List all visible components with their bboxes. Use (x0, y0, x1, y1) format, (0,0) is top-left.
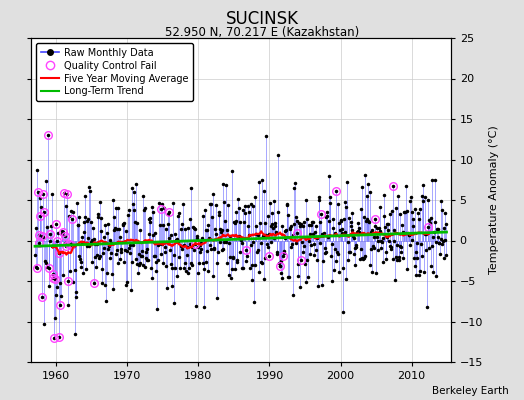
Y-axis label: Temperature Anomaly (°C): Temperature Anomaly (°C) (488, 126, 499, 274)
Text: SUCINSK: SUCINSK (225, 10, 299, 28)
Text: 52.950 N, 70.217 E (Kazakhstan): 52.950 N, 70.217 E (Kazakhstan) (165, 26, 359, 39)
Legend: Raw Monthly Data, Quality Control Fail, Five Year Moving Average, Long-Term Tren: Raw Monthly Data, Quality Control Fail, … (36, 43, 193, 101)
Text: Berkeley Earth: Berkeley Earth (432, 386, 508, 396)
